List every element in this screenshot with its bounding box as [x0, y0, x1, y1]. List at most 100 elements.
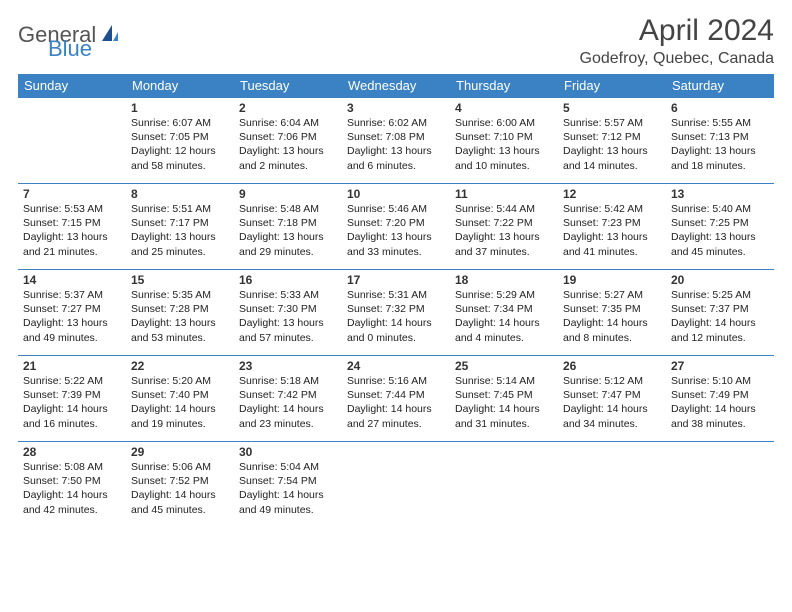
- calendar-week-row: 21Sunrise: 5:22 AMSunset: 7:39 PMDayligh…: [18, 356, 774, 442]
- calendar-day-cell: 12Sunrise: 5:42 AMSunset: 7:23 PMDayligh…: [558, 184, 666, 270]
- sun-info: Sunrise: 6:07 AMSunset: 7:05 PMDaylight:…: [131, 116, 229, 173]
- day-number: 26: [563, 359, 661, 373]
- day-number: 25: [455, 359, 553, 373]
- daylight-text-1: Daylight: 13 hours: [563, 230, 661, 244]
- calendar-day-cell: 11Sunrise: 5:44 AMSunset: 7:22 PMDayligh…: [450, 184, 558, 270]
- daylight-text-2: and 23 minutes.: [239, 417, 337, 431]
- daylight-text-1: Daylight: 13 hours: [671, 144, 769, 158]
- daylight-text-2: and 16 minutes.: [23, 417, 121, 431]
- daylight-text-1: Daylight: 13 hours: [239, 144, 337, 158]
- calendar-day-cell: 19Sunrise: 5:27 AMSunset: 7:35 PMDayligh…: [558, 270, 666, 356]
- calendar-week-row: 7Sunrise: 5:53 AMSunset: 7:15 PMDaylight…: [18, 184, 774, 270]
- sun-info: Sunrise: 5:46 AMSunset: 7:20 PMDaylight:…: [347, 202, 445, 259]
- daylight-text-2: and 18 minutes.: [671, 159, 769, 173]
- daylight-text-2: and 12 minutes.: [671, 331, 769, 345]
- calendar-day-cell: 14Sunrise: 5:37 AMSunset: 7:27 PMDayligh…: [18, 270, 126, 356]
- calendar-day-cell: [18, 98, 126, 184]
- sunrise-text: Sunrise: 5:16 AM: [347, 374, 445, 388]
- daylight-text-1: Daylight: 14 hours: [131, 402, 229, 416]
- sun-info: Sunrise: 5:51 AMSunset: 7:17 PMDaylight:…: [131, 202, 229, 259]
- calendar-day-cell: 4Sunrise: 6:00 AMSunset: 7:10 PMDaylight…: [450, 98, 558, 184]
- day-number: 24: [347, 359, 445, 373]
- day-number: 16: [239, 273, 337, 287]
- sunset-text: Sunset: 7:15 PM: [23, 216, 121, 230]
- sun-info: Sunrise: 5:12 AMSunset: 7:47 PMDaylight:…: [563, 374, 661, 431]
- daylight-text-1: Daylight: 14 hours: [347, 316, 445, 330]
- daylight-text-2: and 19 minutes.: [131, 417, 229, 431]
- daylight-text-2: and 45 minutes.: [671, 245, 769, 259]
- sunset-text: Sunset: 7:40 PM: [131, 388, 229, 402]
- calendar-day-cell: 16Sunrise: 5:33 AMSunset: 7:30 PMDayligh…: [234, 270, 342, 356]
- sun-info: Sunrise: 5:20 AMSunset: 7:40 PMDaylight:…: [131, 374, 229, 431]
- daylight-text-1: Daylight: 14 hours: [455, 402, 553, 416]
- daylight-text-2: and 8 minutes.: [563, 331, 661, 345]
- day-number: 29: [131, 445, 229, 459]
- daylight-text-1: Daylight: 14 hours: [671, 402, 769, 416]
- sun-info: Sunrise: 5:14 AMSunset: 7:45 PMDaylight:…: [455, 374, 553, 431]
- sunrise-text: Sunrise: 5:46 AM: [347, 202, 445, 216]
- day-number: 23: [239, 359, 337, 373]
- sunrise-text: Sunrise: 5:33 AM: [239, 288, 337, 302]
- sunrise-text: Sunrise: 5:25 AM: [671, 288, 769, 302]
- sunset-text: Sunset: 7:32 PM: [347, 302, 445, 316]
- calendar-day-cell: 15Sunrise: 5:35 AMSunset: 7:28 PMDayligh…: [126, 270, 234, 356]
- calendar-week-row: 28Sunrise: 5:08 AMSunset: 7:50 PMDayligh…: [18, 442, 774, 528]
- daylight-text-2: and 2 minutes.: [239, 159, 337, 173]
- sunset-text: Sunset: 7:27 PM: [23, 302, 121, 316]
- sunset-text: Sunset: 7:37 PM: [671, 302, 769, 316]
- calendar-day-cell: 20Sunrise: 5:25 AMSunset: 7:37 PMDayligh…: [666, 270, 774, 356]
- sunset-text: Sunset: 7:28 PM: [131, 302, 229, 316]
- sunrise-text: Sunrise: 5:31 AM: [347, 288, 445, 302]
- sunset-text: Sunset: 7:44 PM: [347, 388, 445, 402]
- daylight-text-1: Daylight: 13 hours: [563, 144, 661, 158]
- sunrise-text: Sunrise: 5:14 AM: [455, 374, 553, 388]
- calendar-day-cell: 17Sunrise: 5:31 AMSunset: 7:32 PMDayligh…: [342, 270, 450, 356]
- calendar-day-cell: 23Sunrise: 5:18 AMSunset: 7:42 PMDayligh…: [234, 356, 342, 442]
- sunset-text: Sunset: 7:45 PM: [455, 388, 553, 402]
- day-number: 20: [671, 273, 769, 287]
- calendar-day-cell: 8Sunrise: 5:51 AMSunset: 7:17 PMDaylight…: [126, 184, 234, 270]
- calendar-table: Sunday Monday Tuesday Wednesday Thursday…: [18, 74, 774, 528]
- calendar-week-row: 1Sunrise: 6:07 AMSunset: 7:05 PMDaylight…: [18, 98, 774, 184]
- daylight-text-1: Daylight: 13 hours: [131, 316, 229, 330]
- weekday-header: Tuesday: [234, 74, 342, 98]
- daylight-text-1: Daylight: 13 hours: [23, 316, 121, 330]
- calendar-day-cell: 1Sunrise: 6:07 AMSunset: 7:05 PMDaylight…: [126, 98, 234, 184]
- sunrise-text: Sunrise: 6:02 AM: [347, 116, 445, 130]
- day-number: 9: [239, 187, 337, 201]
- weekday-header: Thursday: [450, 74, 558, 98]
- day-number: 19: [563, 273, 661, 287]
- daylight-text-1: Daylight: 12 hours: [131, 144, 229, 158]
- weekday-header: Sunday: [18, 74, 126, 98]
- calendar-day-cell: 9Sunrise: 5:48 AMSunset: 7:18 PMDaylight…: [234, 184, 342, 270]
- sunrise-text: Sunrise: 5:27 AM: [563, 288, 661, 302]
- sun-info: Sunrise: 5:53 AMSunset: 7:15 PMDaylight:…: [23, 202, 121, 259]
- brand-blue: Blue: [48, 36, 92, 62]
- sunrise-text: Sunrise: 6:00 AM: [455, 116, 553, 130]
- calendar-day-cell: 10Sunrise: 5:46 AMSunset: 7:20 PMDayligh…: [342, 184, 450, 270]
- daylight-text-1: Daylight: 14 hours: [239, 488, 337, 502]
- calendar-day-cell: 29Sunrise: 5:06 AMSunset: 7:52 PMDayligh…: [126, 442, 234, 528]
- sunrise-text: Sunrise: 5:29 AM: [455, 288, 553, 302]
- sun-info: Sunrise: 5:42 AMSunset: 7:23 PMDaylight:…: [563, 202, 661, 259]
- sun-info: Sunrise: 5:37 AMSunset: 7:27 PMDaylight:…: [23, 288, 121, 345]
- daylight-text-1: Daylight: 13 hours: [23, 230, 121, 244]
- calendar-day-cell: 25Sunrise: 5:14 AMSunset: 7:45 PMDayligh…: [450, 356, 558, 442]
- sunset-text: Sunset: 7:06 PM: [239, 130, 337, 144]
- sun-info: Sunrise: 5:48 AMSunset: 7:18 PMDaylight:…: [239, 202, 337, 259]
- daylight-text-2: and 53 minutes.: [131, 331, 229, 345]
- daylight-text-1: Daylight: 13 hours: [671, 230, 769, 244]
- calendar-day-cell: 21Sunrise: 5:22 AMSunset: 7:39 PMDayligh…: [18, 356, 126, 442]
- sunrise-text: Sunrise: 5:10 AM: [671, 374, 769, 388]
- sunrise-text: Sunrise: 6:04 AM: [239, 116, 337, 130]
- day-number: 18: [455, 273, 553, 287]
- daylight-text-1: Daylight: 14 hours: [563, 402, 661, 416]
- sun-info: Sunrise: 5:44 AMSunset: 7:22 PMDaylight:…: [455, 202, 553, 259]
- sun-info: Sunrise: 5:31 AMSunset: 7:32 PMDaylight:…: [347, 288, 445, 345]
- weekday-header: Saturday: [666, 74, 774, 98]
- sunset-text: Sunset: 7:20 PM: [347, 216, 445, 230]
- sunrise-text: Sunrise: 5:55 AM: [671, 116, 769, 130]
- day-number: 21: [23, 359, 121, 373]
- sun-info: Sunrise: 5:04 AMSunset: 7:54 PMDaylight:…: [239, 460, 337, 517]
- calendar-day-cell: [666, 442, 774, 528]
